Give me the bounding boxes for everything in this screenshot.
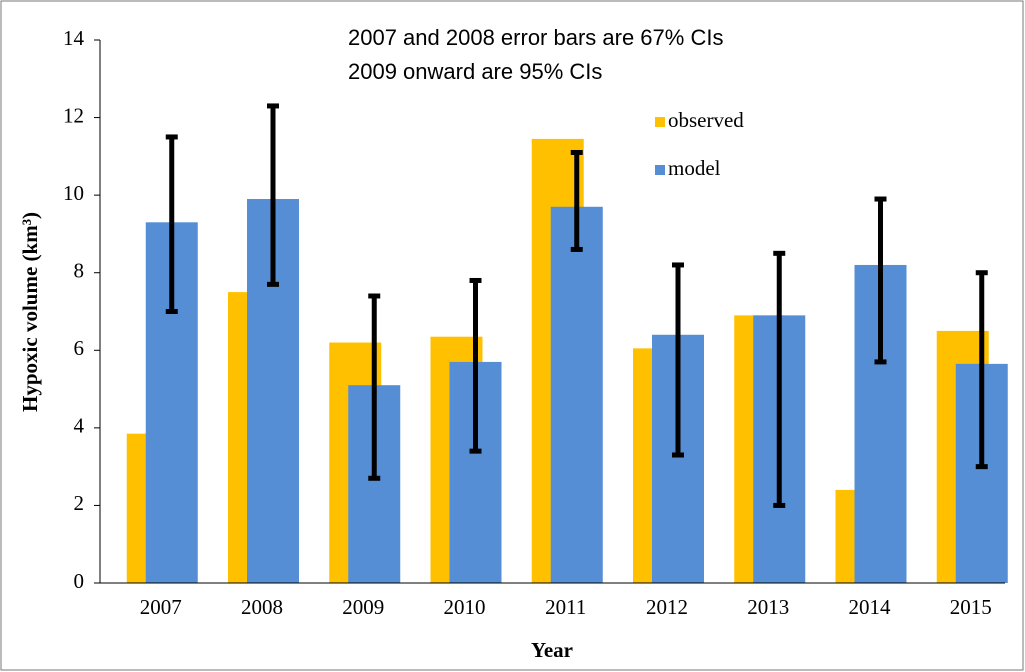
x-tick-label: 2011	[545, 595, 586, 619]
y-tick-label: 12	[63, 103, 84, 127]
error-bar	[874, 196, 887, 365]
y-axis-label: Hypoxic volume (km³)	[18, 212, 42, 412]
y-tick-label: 14	[63, 26, 85, 50]
y-tick-label: 2	[74, 491, 85, 515]
error-bar	[267, 103, 279, 287]
error-bar	[469, 277, 482, 454]
y-tick-label: 0	[74, 569, 85, 593]
y-tick-label: 4	[74, 414, 85, 438]
x-tick-label: 2010	[444, 595, 486, 619]
x-tick-label: 2007	[140, 595, 182, 619]
y-tick-label: 6	[74, 336, 85, 360]
error-bar	[672, 262, 684, 458]
legend-swatch	[655, 165, 665, 175]
x-tick-label: 2013	[747, 595, 789, 619]
error-bar	[165, 134, 178, 314]
x-tick-label: 2014	[849, 595, 892, 619]
error-bar	[773, 250, 786, 508]
legend-label: model	[668, 156, 721, 180]
x-tick-label: 2009	[342, 595, 384, 619]
error-bar	[570, 149, 583, 252]
x-tick-label: 2015	[950, 595, 992, 619]
legend-swatch	[655, 117, 665, 127]
error-bar	[975, 270, 988, 470]
x-axis-label: Year	[531, 638, 573, 662]
y-tick-label: 10	[63, 181, 84, 205]
error-bar	[368, 293, 381, 481]
y-tick-label: 8	[74, 259, 85, 283]
bar	[550, 206, 603, 583]
x-tick-label: 2008	[241, 595, 283, 619]
x-tick-label: 2012	[646, 595, 688, 619]
annotation: 2009 onward are 95% CIs	[348, 59, 602, 84]
legend-label: observed	[668, 108, 744, 132]
annotation: 2007 and 2008 error bars are 67% CIs	[348, 25, 723, 50]
